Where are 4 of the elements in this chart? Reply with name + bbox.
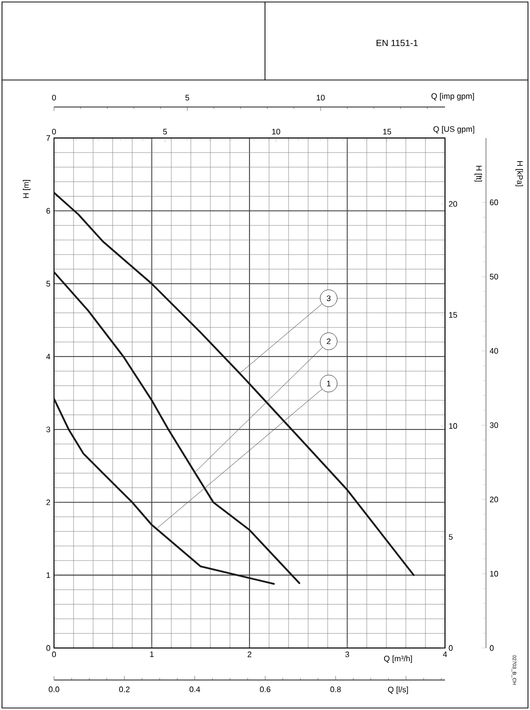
line-series (54, 271, 300, 584)
line-series (54, 398, 275, 585)
line-series (54, 192, 415, 576)
text: EN 1151-1 (376, 40, 418, 46)
